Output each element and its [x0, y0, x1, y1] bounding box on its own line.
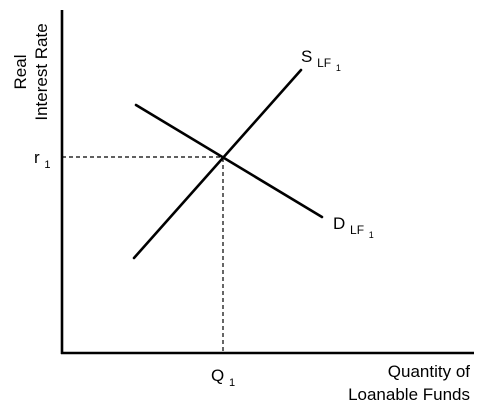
- equilibrium-quantity-label: Q 1: [211, 366, 235, 389]
- y-axis-title: Real Interest Rate: [11, 23, 51, 120]
- supply-label-sub: LF: [317, 56, 331, 70]
- demand-label-main: D: [333, 214, 345, 233]
- demand-curve: [134, 103, 324, 219]
- rate-label-main: r: [34, 148, 40, 167]
- equilibrium-rate-label: r 1: [34, 148, 51, 171]
- supply-curve: [132, 68, 303, 260]
- x-axis-title-line2: Loanable Funds: [348, 385, 470, 404]
- quantity-label-sub: 1: [229, 377, 235, 389]
- demand-curve-label: D LF 1: [333, 214, 374, 240]
- supply-label-main: S: [301, 47, 312, 66]
- supply-label-subsub: 1: [336, 63, 341, 73]
- rate-label-sub: 1: [44, 159, 50, 171]
- quantity-label-main: Q: [211, 366, 224, 385]
- demand-label-sub: LF: [350, 223, 364, 237]
- y-axis-title-line2: Interest Rate: [32, 23, 51, 120]
- x-axis-title-line1: Quantity of: [388, 362, 470, 381]
- demand-label-subsub: 1: [369, 230, 374, 240]
- y-axis-title-line1: Real: [11, 55, 30, 90]
- supply-curve-label: S LF 1: [301, 47, 341, 73]
